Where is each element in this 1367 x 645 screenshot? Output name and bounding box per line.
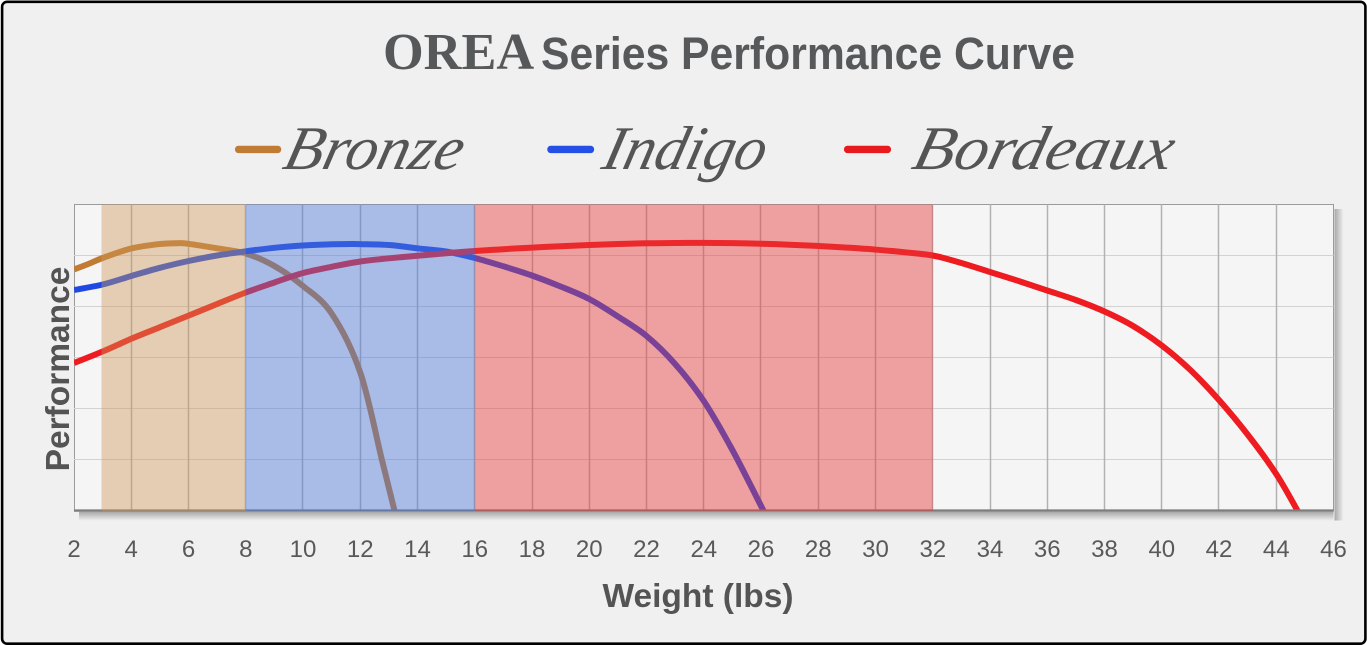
svg-text:40: 40 [1148,536,1175,563]
svg-text:44: 44 [1263,536,1290,563]
svg-text:Indigo: Indigo [596,114,776,183]
svg-text:32: 32 [919,536,946,563]
svg-text:12: 12 [347,536,374,563]
svg-text:2: 2 [67,536,80,563]
svg-text:20: 20 [576,536,603,563]
svg-text:36: 36 [1034,536,1061,563]
svg-text:Bronze: Bronze [278,114,473,183]
svg-text:Weight (lbs): Weight (lbs) [602,578,793,615]
svg-text:18: 18 [519,536,546,563]
svg-text:26: 26 [748,536,775,563]
svg-text:42: 42 [1206,536,1233,563]
svg-text:Bordeaux: Bordeaux [907,114,1183,183]
svg-text:16: 16 [461,536,488,563]
svg-text:4: 4 [125,536,138,563]
svg-text:8: 8 [239,536,252,563]
svg-text:34: 34 [977,536,1004,563]
svg-text:30: 30 [862,536,889,563]
svg-text:14: 14 [404,536,431,563]
svg-text:10: 10 [290,536,317,563]
svg-text:38: 38 [1091,536,1118,563]
svg-text:24: 24 [690,536,717,563]
svg-text:46: 46 [1320,536,1347,563]
svg-text:22: 22 [633,536,660,563]
svg-text:6: 6 [182,536,195,563]
svg-text:Performance: Performance [40,267,77,472]
svg-text:28: 28 [805,536,832,563]
svg-text:OREA: OREA [383,23,534,81]
svg-text:Series Performance Curve: Series Performance Curve [541,28,1075,79]
